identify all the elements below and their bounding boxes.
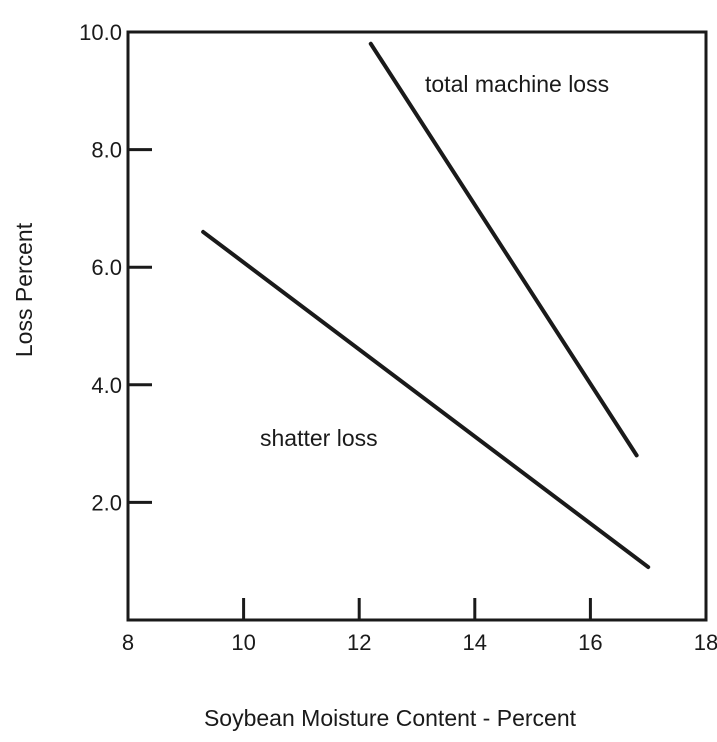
x-tick-label: 10 [231, 630, 255, 655]
y-axis-title: Loss Percent [11, 222, 37, 357]
x-tick-label: 14 [463, 630, 487, 655]
y-tick-label: 2.0 [91, 490, 122, 515]
series-line-shatter-loss [201, 229, 651, 570]
plot-frame [126, 30, 708, 622]
x-tick-label: 16 [578, 630, 602, 655]
x-axis-title: Soybean Moisture Content - Percent [204, 705, 577, 731]
y-tick-label: 4.0 [91, 373, 122, 398]
x-tick-label: 12 [347, 630, 371, 655]
y-tick-label: 6.0 [91, 255, 122, 280]
series-label-shatter-loss: shatter loss [260, 425, 378, 451]
x-tick-label: 18 [694, 630, 717, 655]
axes: 8 10 12 14 16 18 2.0 4.0 6.0 8.0 10.0 [79, 20, 717, 655]
series-line-total-machine-loss [368, 41, 639, 458]
x-tick-label: 8 [122, 630, 134, 655]
series-label-total-machine-loss: total machine loss [425, 71, 609, 97]
y-tick-label: 10.0 [79, 20, 122, 45]
series-layer [201, 41, 651, 570]
y-tick-label: 8.0 [91, 138, 122, 163]
